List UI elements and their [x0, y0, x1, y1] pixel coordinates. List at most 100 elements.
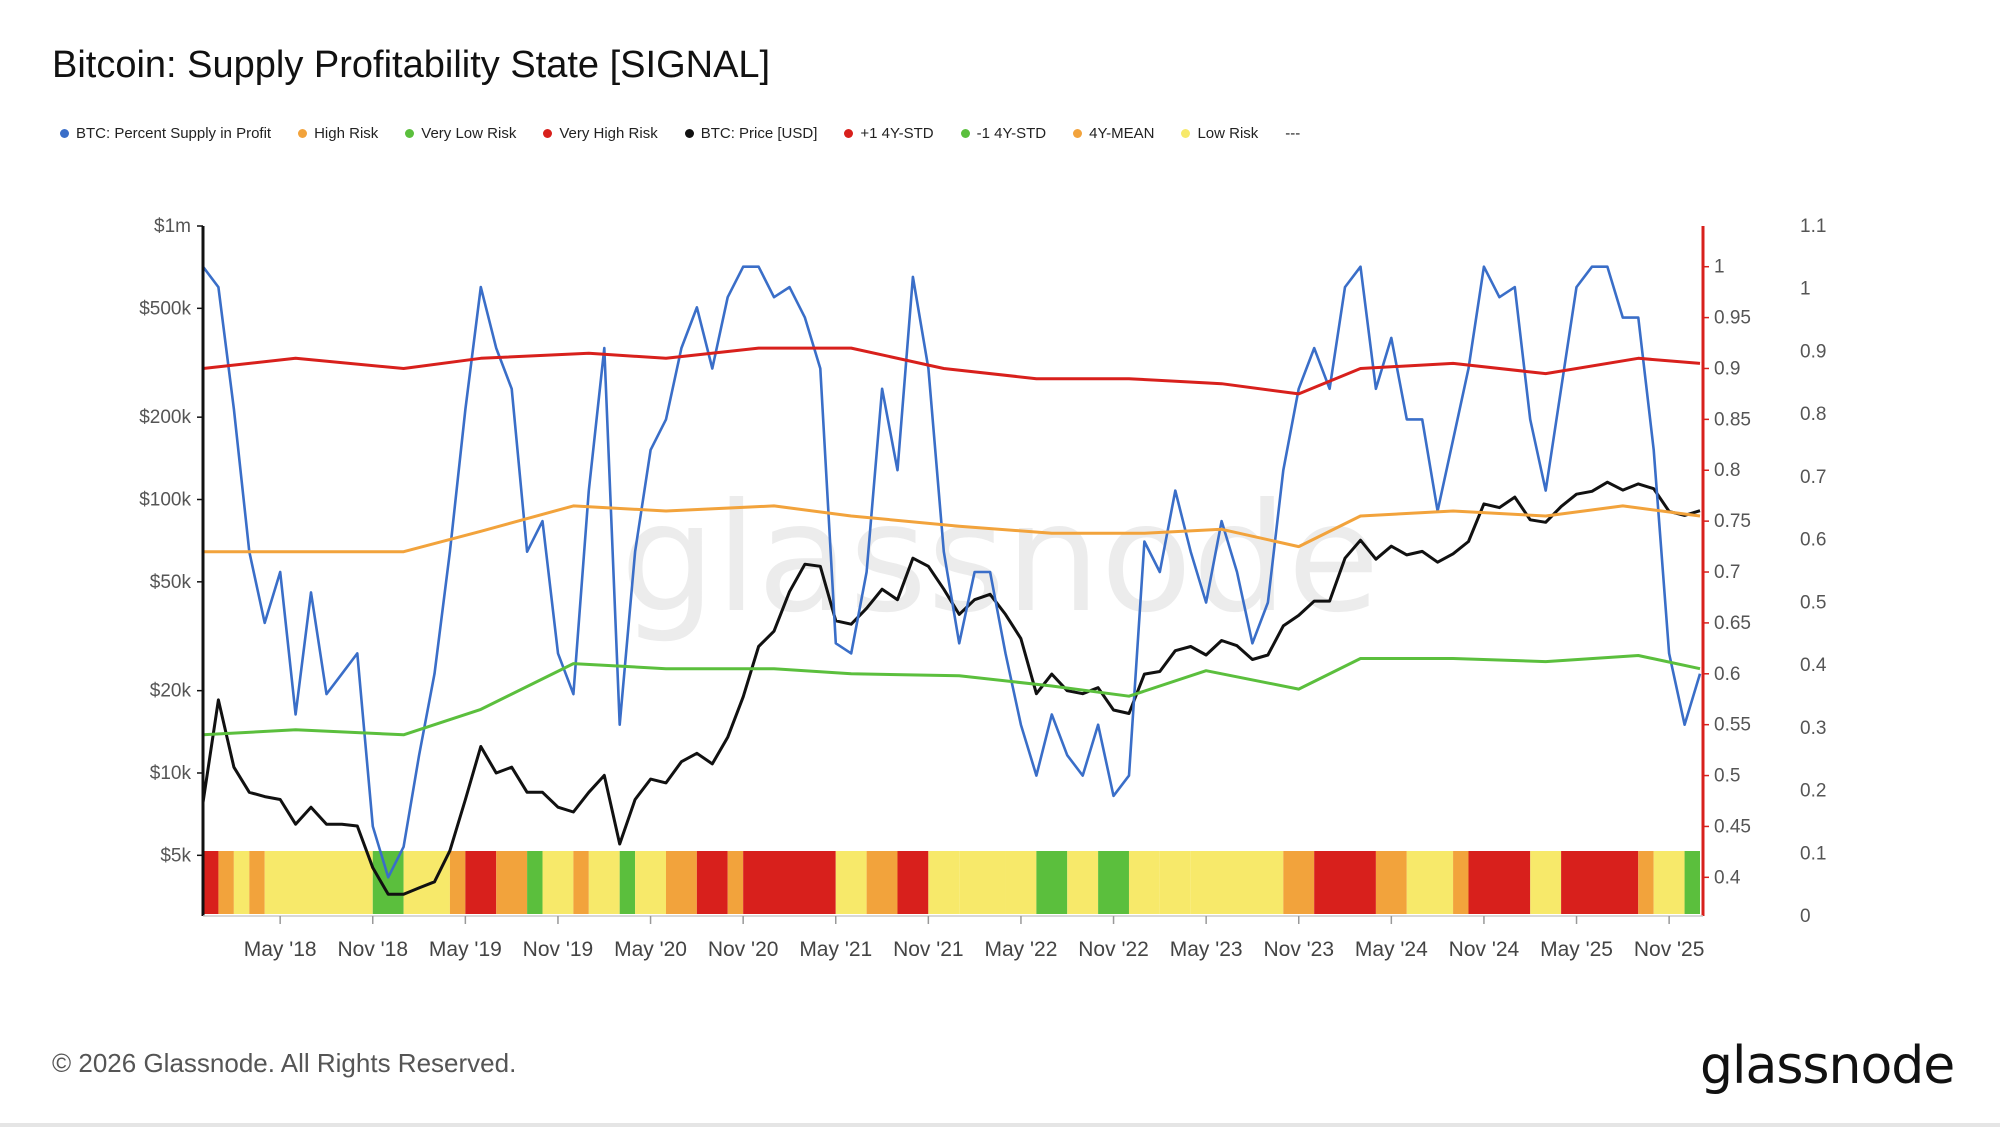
- signal-band-segment: [218, 851, 234, 914]
- signal-band-segment: [588, 851, 620, 914]
- y-outer-tick-label: 1: [1800, 279, 1811, 300]
- y-right-tick-label: 0.95: [1714, 308, 1751, 329]
- y-outer-tick-label: 0.4: [1800, 655, 1827, 676]
- signal-band-segment: [959, 851, 1006, 914]
- x-tick-label: May '21: [799, 938, 872, 961]
- legend-label: +1 4Y-STD: [860, 124, 934, 142]
- legend-dot-icon: [960, 128, 970, 138]
- signal-band-segment: [866, 851, 898, 914]
- signal-band-segment: [1036, 851, 1068, 914]
- signal-band-segment: [1406, 851, 1454, 914]
- legend-item[interactable]: Very High Risk: [543, 125, 658, 142]
- signal-band-segment: [1067, 851, 1099, 914]
- x-tick-label: May '19: [429, 938, 502, 961]
- copyright-footer: © 2026 Glassnode. All Rights Reserved.: [52, 1048, 517, 1078]
- signal-band-segment: [835, 851, 867, 914]
- y-right-tick-label: 0.5: [1714, 766, 1740, 787]
- y-left-tick-label: $500k: [139, 298, 191, 319]
- y-right-tick-label: 0.7: [1714, 562, 1740, 583]
- x-tick-label: May '22: [985, 938, 1058, 961]
- signal-band-segment: [1005, 851, 1037, 914]
- y-right-tick-label: 0.45: [1714, 816, 1751, 837]
- signal-band-segment: [1561, 851, 1639, 914]
- legend-item[interactable]: High Risk: [298, 125, 378, 142]
- legend-label: Very Low Risk: [421, 124, 517, 142]
- x-tick-label: Nov '22: [1078, 938, 1149, 961]
- signal-band-segment: [1530, 851, 1562, 914]
- y-outer-tick-label: 0.6: [1800, 530, 1826, 551]
- legend-item[interactable]: 4Y-MEAN: [1073, 125, 1154, 142]
- x-tick-label: May '24: [1355, 938, 1428, 961]
- legend-dot-icon: [60, 128, 69, 138]
- y-left-tick-label: $5k: [160, 845, 191, 866]
- legend-item[interactable]: Very Low Risk: [405, 125, 516, 142]
- signal-band-segment: [573, 851, 589, 914]
- watermark: glassnode: [620, 472, 1379, 646]
- y-left-tick-label: $200k: [139, 407, 191, 428]
- signal-band-segment: [465, 851, 497, 914]
- signal-band-segment: [527, 851, 543, 914]
- legend-item[interactable]: +1 4Y-STD: [844, 124, 934, 142]
- signal-band-segment: [1653, 851, 1685, 914]
- y-outer-tick-label: 0.9: [1800, 341, 1826, 362]
- legend-label: -1 4Y-STD: [976, 124, 1047, 142]
- x-tick-label: May '25: [1540, 938, 1613, 961]
- signal-band-segment: [727, 851, 744, 914]
- signal-band-segment: [619, 851, 636, 914]
- signal-band-segment: [928, 851, 960, 914]
- y-right-tick-label: 1: [1714, 257, 1725, 278]
- signal-band-segment: [665, 851, 697, 914]
- y-outer-tick-label: 0.8: [1800, 404, 1826, 425]
- signal-band-segment: [1314, 851, 1376, 914]
- y-left-tick-label: $100k: [139, 489, 191, 510]
- signal-band-segment: [1468, 851, 1531, 914]
- x-tick-label: Nov '23: [1263, 938, 1334, 961]
- legend-item[interactable]: BTC: Percent Supply in Profit: [60, 125, 271, 142]
- legend-dot-icon: [1181, 128, 1191, 138]
- y-right-tick-label: 0.85: [1714, 409, 1751, 430]
- signal-band-segment: [249, 851, 265, 914]
- y-right-tick-label: 0.8: [1714, 460, 1740, 481]
- legend-dot-icon: [684, 128, 694, 138]
- series-line: [203, 504, 1701, 554]
- signal-band-segment: [372, 851, 404, 914]
- y-left-tick-label: $1m: [154, 216, 191, 237]
- signal-band-segment: [233, 851, 250, 914]
- legend-dot-icon: [1073, 128, 1083, 138]
- x-tick-label: May '23: [1170, 938, 1243, 961]
- y-outer-tick-label: 0.2: [1800, 781, 1826, 802]
- y-right-tick-label: 0.65: [1714, 613, 1751, 634]
- y-left-tick-label: $20k: [150, 681, 192, 702]
- y-right-tick-label: 0.9: [1714, 358, 1740, 379]
- legend-dot-icon: [543, 128, 553, 138]
- y-outer-tick-label: 1.1: [1800, 216, 1826, 237]
- x-tick-label: Nov '19: [523, 938, 594, 961]
- y-outer-tick-label: 0.5: [1800, 592, 1826, 613]
- signal-band-segment: [1098, 851, 1129, 914]
- y-right-tick-label: 0.55: [1714, 715, 1751, 736]
- signal-band-segment: [264, 851, 373, 914]
- y-outer-tick-label: 0.1: [1800, 843, 1826, 864]
- y-outer-tick-label: 0.3: [1800, 718, 1826, 739]
- legend-item[interactable]: BTC: Price [USD]: [684, 125, 817, 142]
- series-line: [201, 265, 1702, 879]
- legend-label: BTC: Percent Supply in Profit: [76, 124, 272, 142]
- signal-band-segment: [1159, 851, 1191, 914]
- signal-band-segment: [1128, 851, 1160, 914]
- y-outer-tick-label: 0.7: [1800, 467, 1826, 488]
- legend-dot-icon: [298, 128, 308, 138]
- brand-logo: glassnode: [1700, 1036, 1955, 1096]
- y-right-tick-label: 0.4: [1714, 867, 1741, 888]
- y-left-tick-label: $50k: [150, 572, 192, 593]
- signal-band-segment: [743, 851, 836, 914]
- signal-band-segment: [449, 851, 466, 914]
- signal-band-segment: [1684, 851, 1700, 914]
- legend-item[interactable]: Low Risk: [1181, 125, 1258, 142]
- x-tick-label: Nov '25: [1634, 938, 1705, 961]
- legend-item[interactable]: ---: [1285, 125, 1300, 142]
- x-tick-label: Nov '20: [708, 938, 779, 961]
- legend-item[interactable]: -1 4Y-STD: [960, 124, 1047, 142]
- chart-legend: BTC: Percent Supply in Profit High Risk Ve…: [60, 122, 1327, 144]
